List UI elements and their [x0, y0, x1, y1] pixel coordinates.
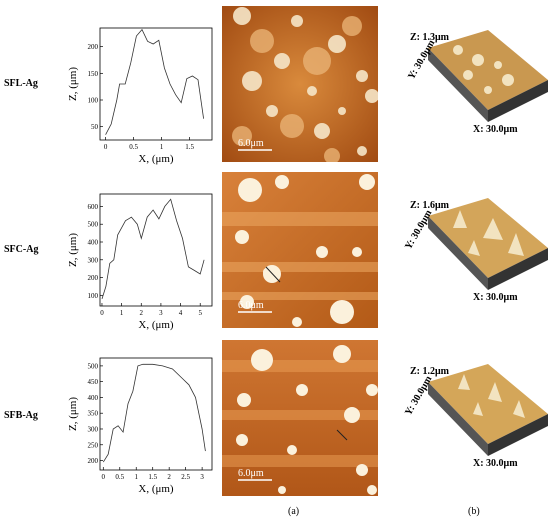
y-tick-label: 150: [88, 70, 99, 78]
scale-bar-label: 6.0μm: [238, 300, 264, 311]
x-tick-label: 2.5: [181, 473, 190, 481]
afm-image-sfc: 6.0μm: [222, 172, 378, 328]
topo-z-label: Z: 1.2μm: [410, 366, 450, 377]
afm-surface-sfc: 6.0μm: [222, 172, 378, 328]
row-label-sfl: SFL-Ag: [4, 78, 38, 89]
afm-surface-sfl: 6.0μm: [222, 6, 379, 164]
x-tick-label: 5: [198, 309, 202, 317]
afm-image-sfb: 6.0μm: [222, 340, 378, 496]
x-axis-label: X, (μm): [138, 319, 174, 331]
x-tick-label: 3: [159, 309, 163, 317]
row-label-sfc: SFC-Ag: [4, 244, 39, 255]
y-tick-label: 500: [88, 221, 99, 229]
topo-z-label: Z: 1.6μm: [410, 200, 450, 211]
y-tick-label: 450: [88, 378, 99, 386]
y-tick-label: 300: [88, 425, 99, 433]
y-tick-label: 400: [88, 394, 99, 402]
scale-bar-label: 6.0μm: [238, 468, 264, 479]
afm-surface-sfb: 6.0μm: [222, 340, 378, 496]
topography-3d-sfc: Z: 1.6μm Y: 30.0μm X: 30.0μm: [398, 178, 548, 328]
x-axis-label: X, (μm): [138, 153, 174, 165]
x-tick-label: 2: [140, 309, 144, 317]
topo-x-label: X: 30.0μm: [473, 292, 518, 303]
x-tick-label: 0: [104, 143, 108, 151]
x-tick-label: 4: [179, 309, 183, 317]
profile-series-line: [102, 363, 206, 463]
x-tick-label: 3: [200, 473, 204, 481]
plot-frame: [99, 27, 213, 141]
x-tick-label: 0: [102, 473, 106, 481]
y-tick-label: 50: [91, 123, 99, 131]
y-tick-label: 200: [88, 457, 99, 465]
topo-x-label: X: 30.0μm: [473, 458, 518, 469]
y-tick-label: 500: [88, 362, 99, 370]
line-profile-sfc: 0 1 2 3 4 5 100 200 300 400 500 600 X, (μm) Z, (μm): [67, 193, 213, 331]
x-axis-label: X, (μm): [138, 483, 174, 495]
x-tick-label: 1.5: [185, 143, 194, 151]
topography-3d-sfb: Z: 1.2μm Y: 30.0μm X: 30.0μm: [398, 344, 548, 494]
line-profile-sfb: 0 0.5 1 1.5 2 2.5 3 200 250 300 350 400 450 500 X, (μm…: [67, 357, 213, 495]
row-label-sfb: SFB-Ag: [4, 410, 38, 421]
x-tick-label: 1: [134, 473, 138, 481]
x-tick-label: 1.5: [148, 473, 157, 481]
topo-z-label: Z: 1.3μm: [410, 32, 450, 43]
plot-frame: [99, 357, 213, 471]
x-tick-label: 0.5: [129, 143, 138, 151]
plot-frame: [99, 193, 213, 307]
scale-bar-label: 6.0μm: [238, 138, 264, 149]
y-axis-label: Z, (μm): [67, 233, 79, 267]
topography-3d-sfl: Z: 1.3μm Y: 30.0μm X: 30.0μm: [398, 10, 548, 160]
y-axis-label: Z, (μm): [67, 67, 79, 101]
x-tick-label: 0.5: [115, 473, 124, 481]
y-tick-label: 200: [88, 43, 99, 51]
topo-x-label: X: 30.0μm: [473, 124, 518, 135]
x-tick-label: 1: [120, 309, 124, 317]
y-tick-label: 100: [88, 97, 99, 105]
caption-b: (b): [468, 506, 480, 517]
line-profile-sfl: 0 0.5 1 1.5 50 100 150 200 X, (μm) Z, (μm): [67, 27, 213, 165]
x-tick-label: 1: [160, 143, 164, 151]
y-tick-label: 250: [88, 441, 99, 449]
x-tick-label: 0: [100, 309, 104, 317]
caption-a: (a): [288, 506, 300, 517]
afm-image-sfl: 6.0μm: [222, 6, 379, 164]
profile-series-line: [101, 198, 205, 300]
x-tick-label: 2: [167, 473, 171, 481]
profile-series-line: [105, 28, 204, 135]
y-tick-label: 350: [88, 410, 99, 418]
y-tick-label: 400: [88, 239, 99, 247]
y-tick-label: 200: [88, 274, 99, 282]
y-tick-label: 100: [88, 292, 99, 300]
y-tick-label: 300: [88, 256, 99, 264]
y-axis-label: Z, (μm): [67, 397, 79, 431]
y-tick-label: 600: [88, 203, 99, 211]
